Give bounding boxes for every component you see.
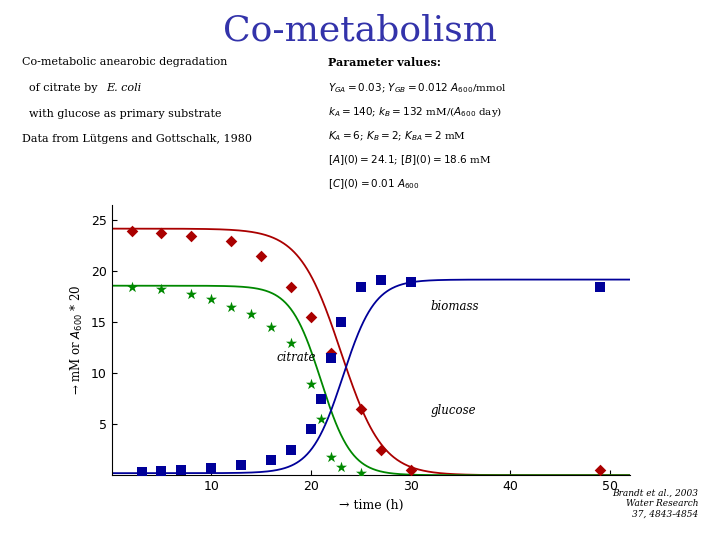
Text: citrate: citrate xyxy=(276,351,315,364)
Text: $K_A = 6$; $K_B = 2$; $K_{BA} = 2$ mM: $K_A = 6$; $K_B = 2$; $K_{BA} = 2$ mM xyxy=(328,129,466,143)
Point xyxy=(325,349,337,357)
Point xyxy=(325,453,337,461)
Text: $[A](0) = 24.1$; $[B](0) = 18.6$ mM: $[A](0) = 24.1$; $[B](0) = 18.6$ mM xyxy=(328,153,491,167)
Point xyxy=(355,469,366,477)
Point xyxy=(205,464,217,472)
Point xyxy=(405,466,416,475)
Point xyxy=(285,282,297,291)
Text: Co-metabolism: Co-metabolism xyxy=(223,14,497,48)
Text: with glucose as primary substrate: with glucose as primary substrate xyxy=(22,109,221,119)
Point xyxy=(594,282,606,291)
Text: Parameter values:: Parameter values: xyxy=(328,57,441,68)
Text: $k_A = 140$; $k_B = 132$ mM/($A_{600}$ day): $k_A = 140$; $k_B = 132$ mM/($A_{600}$ d… xyxy=(328,105,502,119)
Point xyxy=(335,463,346,471)
Text: Brandt et al., 2003
Water Research
37, 4843-4854: Brandt et al., 2003 Water Research 37, 4… xyxy=(613,489,698,518)
Point xyxy=(355,282,366,291)
Point xyxy=(225,303,237,312)
Text: of citrate by: of citrate by xyxy=(22,83,101,93)
Point xyxy=(315,394,327,403)
Text: Co-metabolic anearobic degradation: Co-metabolic anearobic degradation xyxy=(22,57,227,67)
Point xyxy=(405,278,416,286)
Point xyxy=(235,461,247,469)
Point xyxy=(126,226,138,235)
Point xyxy=(285,446,297,454)
Point xyxy=(375,446,387,454)
Point xyxy=(375,275,387,284)
Point xyxy=(355,404,366,413)
Point xyxy=(325,354,337,362)
Point xyxy=(305,313,317,322)
Text: glucose: glucose xyxy=(431,404,476,417)
X-axis label: → time (h): → time (h) xyxy=(338,498,403,511)
Point xyxy=(176,466,187,475)
Text: biomass: biomass xyxy=(431,300,479,313)
Text: E. coli: E. coli xyxy=(107,83,142,93)
Point xyxy=(305,425,317,434)
Point xyxy=(136,468,148,476)
Point xyxy=(594,466,606,475)
Point xyxy=(335,318,346,327)
Point xyxy=(315,415,327,423)
Point xyxy=(126,282,138,291)
Point xyxy=(266,323,277,332)
Point xyxy=(225,237,237,245)
Y-axis label: → mM or $A_{600}$ * 20: → mM or $A_{600}$ * 20 xyxy=(69,285,85,395)
Point xyxy=(246,310,257,319)
Point xyxy=(205,295,217,303)
Point xyxy=(266,456,277,464)
Point xyxy=(156,285,167,293)
Text: Data from Lütgens and Gottschalk, 1980: Data from Lütgens and Gottschalk, 1980 xyxy=(22,134,251,145)
Text: $[C](0) = 0.01$ $A_{600}$: $[C](0) = 0.01$ $A_{600}$ xyxy=(328,177,419,191)
Point xyxy=(156,467,167,475)
Point xyxy=(186,232,197,240)
Point xyxy=(156,228,167,237)
Text: $Y_{GA} = 0.03$; $Y_{GB} = 0.012$ $A_{600}$/mmol: $Y_{GA} = 0.03$; $Y_{GB} = 0.012$ $A_{60… xyxy=(328,82,506,95)
Point xyxy=(256,252,267,260)
Point xyxy=(186,289,197,298)
Point xyxy=(305,379,317,388)
Point xyxy=(285,339,297,347)
